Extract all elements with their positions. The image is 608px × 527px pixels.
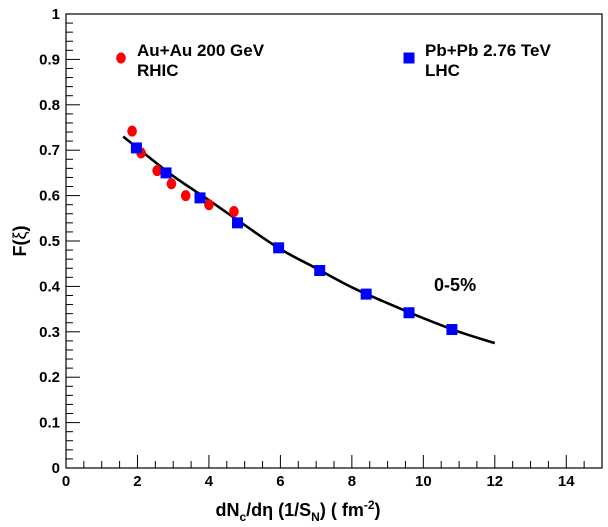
y-tick-label: 0.1 (39, 415, 60, 432)
y-axis-title: F(ξ) (10, 225, 30, 256)
x-tick-label: 4 (205, 473, 214, 490)
lhc-point (360, 288, 372, 300)
fit-curve (122, 135, 496, 345)
x-axis-title-part: ) (375, 500, 381, 520)
y-tick-label: 0.2 (39, 369, 60, 386)
y-tick-label: 0.6 (39, 188, 60, 205)
lhc-point (403, 307, 415, 319)
y-tick-label: 0.5 (39, 233, 60, 250)
x-axis-title-part: c (239, 510, 246, 524)
lhc-point (446, 324, 458, 336)
x-tick-label: 10 (415, 473, 432, 490)
rhic-point (229, 205, 239, 217)
rhic-point (180, 190, 191, 202)
y-tick-label: 0.4 (39, 278, 61, 295)
x-axis-title-part: ) ( fm (320, 500, 364, 520)
rhic-point (152, 165, 162, 177)
x-tick-label: 2 (133, 473, 141, 490)
legend-sublabel-lhc: LHC (425, 61, 460, 80)
legend-label-rhic: Au+Au 200 GeV (137, 41, 265, 60)
y-axis-title-part: F( (10, 240, 30, 257)
y-tick-label: 0.8 (39, 97, 60, 114)
lhc-point (130, 142, 142, 154)
x-axis-title: dNc/dη (1/SN) ( fm-2) (215, 498, 380, 524)
legend-marker-lhc (403, 52, 415, 64)
lhc-point (194, 192, 206, 204)
y-axis-title-part: ) (10, 225, 30, 231)
axes: 0 2 4 6 8 10 12 14 0 0.1 0.2 0.3 0.4 0.5 0.6 0.7 0.8 0.9 1 (39, 6, 603, 490)
data-points-layer (127, 125, 458, 336)
x-axis-title-part: dN (215, 500, 239, 520)
y-tick-label: 0.9 (39, 51, 60, 68)
centrality-annotation: 0-5% (434, 275, 476, 295)
fit-curve-layer (122, 135, 496, 345)
x-tick-label: 12 (486, 473, 503, 490)
legend-label-lhc: Pb+Pb 2.76 TeV (425, 41, 551, 60)
x-tick-label: 6 (276, 473, 284, 490)
rhic-point (166, 178, 177, 190)
x-tick-label: 14 (558, 473, 575, 490)
x-axis-title-part: -2 (364, 498, 375, 512)
legend-marker-rhic (116, 52, 126, 64)
y-tick-label: 0.7 (39, 142, 60, 159)
y-axis-title-part: ξ (10, 231, 30, 239)
y-tick-label: 0 (52, 460, 60, 477)
x-axis-title-part: /dη (1/S (246, 500, 311, 520)
x-tick-label: 8 (348, 473, 356, 490)
rhic-point (204, 199, 214, 211)
lhc-point (232, 217, 244, 229)
y-tick-label: 1 (52, 6, 60, 23)
x-tick-label: 0 (62, 473, 70, 490)
lhc-point (273, 242, 285, 254)
plot-frame (65, 13, 603, 469)
x-axis-title-part: N (311, 510, 320, 524)
rhic-point (127, 125, 137, 137)
lhc-point (160, 167, 172, 179)
y-tick-label: 0.3 (39, 324, 60, 341)
lhc-point (314, 265, 326, 277)
legend-sublabel-rhic: RHIC (137, 61, 179, 80)
